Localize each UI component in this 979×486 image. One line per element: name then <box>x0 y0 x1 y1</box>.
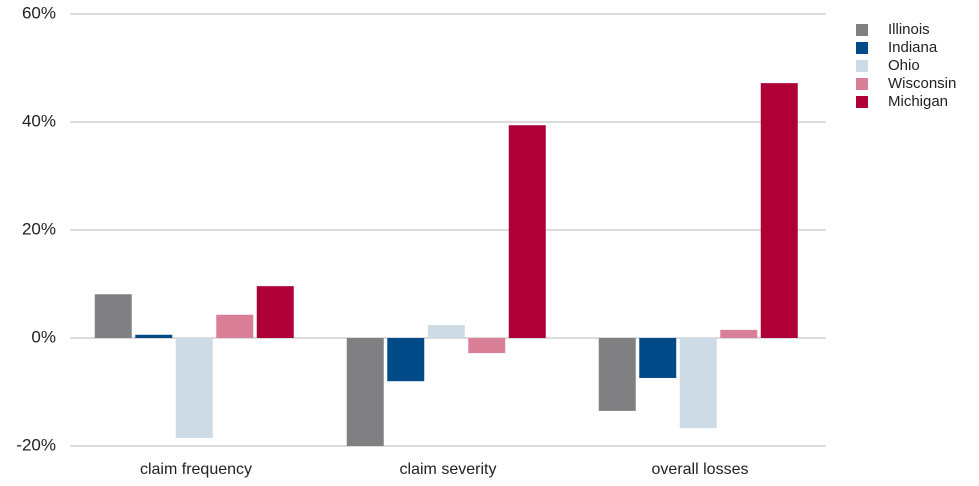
legend-label: Illinois <box>888 21 930 38</box>
y-tick-label: 20% <box>22 219 56 238</box>
bar <box>387 338 425 382</box>
bar <box>598 338 636 411</box>
bar <box>720 329 758 338</box>
x-tick-label: overall losses <box>652 461 749 478</box>
x-tick-label: claim frequency <box>140 461 252 478</box>
bar <box>216 314 254 338</box>
bar <box>639 338 677 378</box>
y-tick-label: 40% <box>22 111 56 130</box>
legend-swatch <box>856 96 868 108</box>
bar <box>256 286 294 338</box>
bar <box>346 338 384 446</box>
legend-label: Ohio <box>888 57 920 74</box>
x-tick-label: claim severity <box>400 461 497 478</box>
bar <box>760 83 798 339</box>
bar <box>135 334 173 338</box>
legend-label: Wisconsin <box>888 75 956 92</box>
bar <box>175 338 213 438</box>
bar <box>508 125 546 339</box>
legend-swatch <box>856 24 868 36</box>
bar <box>679 338 717 429</box>
y-tick-label: 0% <box>31 327 56 346</box>
legend-swatch <box>856 60 868 72</box>
bar <box>427 325 465 338</box>
y-tick-label: 60% <box>22 3 56 22</box>
legend-swatch <box>856 78 868 90</box>
legend-label: Indiana <box>888 39 938 56</box>
bar <box>468 338 506 354</box>
legend-label: Michigan <box>888 93 948 110</box>
y-tick-label: -20% <box>16 435 56 454</box>
bar <box>94 294 132 338</box>
legend-swatch <box>856 42 868 54</box>
